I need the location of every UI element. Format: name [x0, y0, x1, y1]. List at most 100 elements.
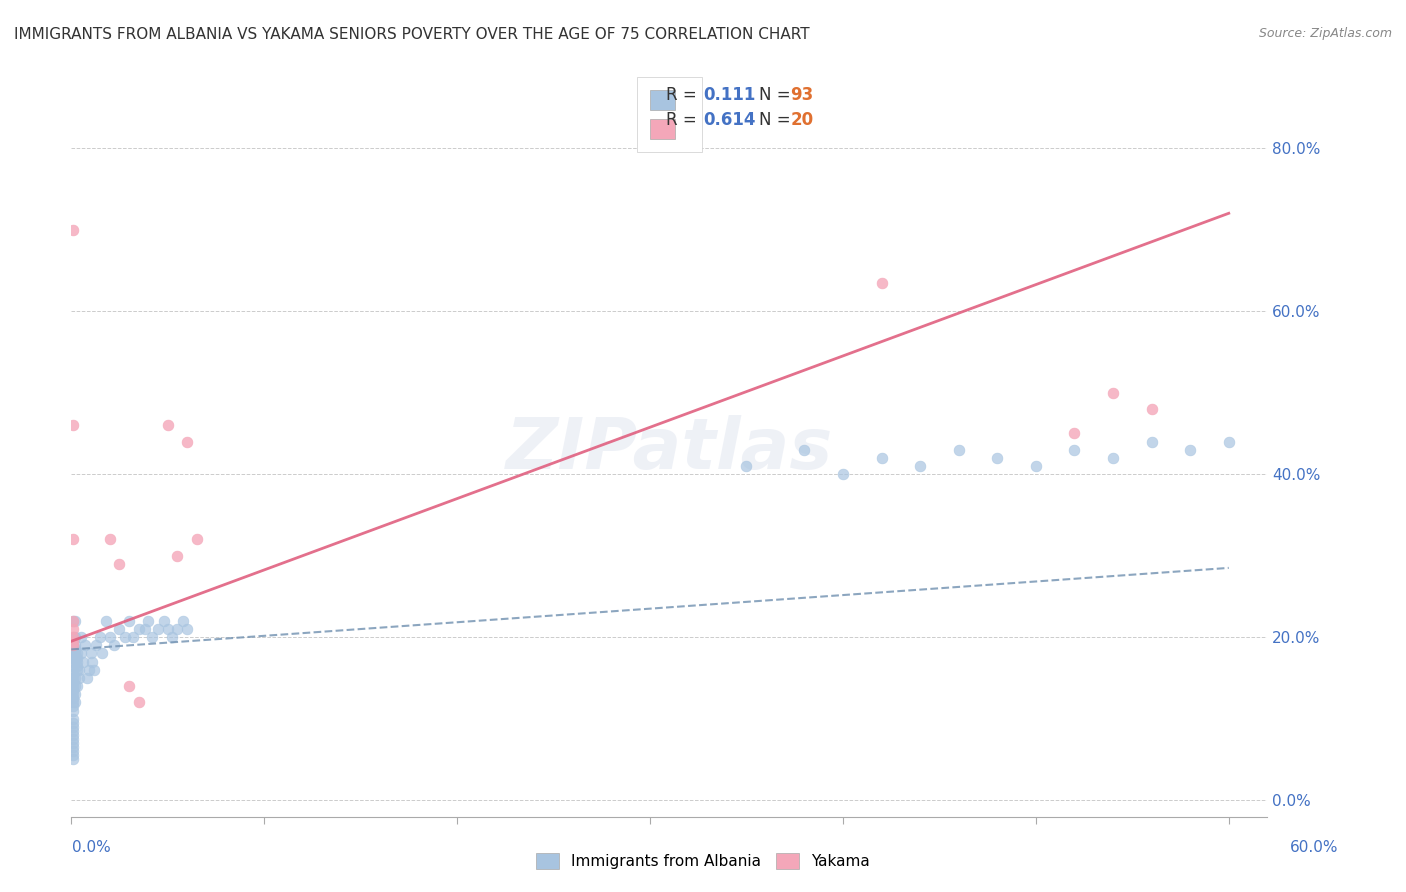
- Text: 93: 93: [790, 87, 814, 104]
- Point: [98, 533, 121, 547]
- Point: [1063, 426, 1085, 441]
- Point: [138, 614, 160, 628]
- Point: [1140, 434, 1163, 449]
- Point: [172, 614, 194, 628]
- Text: N =: N =: [759, 87, 796, 104]
- Point: [62, 634, 84, 648]
- Point: [870, 450, 893, 465]
- Point: [62, 614, 84, 628]
- Point: [76, 671, 98, 685]
- Point: [122, 630, 145, 644]
- Point: [63, 638, 86, 652]
- Point: [186, 533, 208, 547]
- Point: [735, 458, 758, 473]
- Point: [86, 638, 108, 652]
- Point: [63, 650, 86, 665]
- Point: [62, 666, 84, 681]
- Text: Source: ZipAtlas.com: Source: ZipAtlas.com: [1258, 27, 1392, 40]
- Legend: , : ,: [637, 77, 702, 153]
- Text: 0.0%: 0.0%: [72, 840, 111, 855]
- Point: [79, 647, 101, 661]
- Point: [108, 557, 131, 571]
- Point: [134, 622, 156, 636]
- Text: IMMIGRANTS FROM ALBANIA VS YAKAMA SENIORS POVERTY OVER THE AGE OF 75 CORRELATION: IMMIGRANTS FROM ALBANIA VS YAKAMA SENIOR…: [14, 27, 810, 42]
- Point: [67, 663, 90, 677]
- Point: [128, 622, 150, 636]
- Point: [94, 614, 117, 628]
- Point: [62, 720, 84, 734]
- Point: [62, 614, 84, 628]
- Point: [1178, 442, 1201, 457]
- Text: 0.614: 0.614: [703, 111, 755, 128]
- Point: [62, 704, 84, 718]
- Point: [62, 650, 84, 665]
- Text: 20: 20: [790, 111, 813, 128]
- Point: [66, 658, 89, 673]
- Point: [948, 442, 970, 457]
- Point: [98, 630, 121, 644]
- Text: R =: R =: [666, 111, 703, 128]
- Point: [1140, 401, 1163, 416]
- Point: [1218, 434, 1240, 449]
- Point: [1102, 385, 1125, 400]
- Point: [83, 663, 105, 677]
- Point: [66, 655, 89, 669]
- Point: [62, 683, 84, 698]
- Point: [62, 655, 84, 669]
- Point: [63, 630, 86, 644]
- Point: [62, 679, 84, 693]
- Point: [62, 740, 84, 755]
- Text: 0.111: 0.111: [703, 87, 755, 104]
- Point: [62, 658, 84, 673]
- Point: [73, 638, 96, 652]
- Point: [62, 752, 84, 766]
- Point: [62, 638, 84, 652]
- Point: [63, 614, 86, 628]
- Text: N =: N =: [759, 111, 796, 128]
- Point: [62, 744, 84, 758]
- Text: ZIPatlas: ZIPatlas: [506, 415, 832, 484]
- Point: [62, 647, 84, 661]
- Point: [114, 630, 136, 644]
- Point: [108, 622, 131, 636]
- Point: [62, 699, 84, 714]
- Point: [62, 675, 84, 690]
- Point: [166, 622, 188, 636]
- Point: [62, 687, 84, 701]
- Text: 60.0%: 60.0%: [1291, 840, 1339, 855]
- Point: [176, 434, 198, 449]
- Point: [62, 715, 84, 730]
- Point: [832, 467, 855, 482]
- Point: [153, 614, 176, 628]
- Point: [72, 655, 94, 669]
- Point: [63, 687, 86, 701]
- Point: [62, 622, 84, 636]
- Point: [118, 679, 141, 693]
- Point: [62, 732, 84, 747]
- Point: [66, 663, 89, 677]
- Point: [62, 663, 84, 677]
- Point: [870, 276, 893, 290]
- Point: [160, 630, 183, 644]
- Point: [793, 442, 815, 457]
- Point: [62, 728, 84, 742]
- Point: [91, 647, 114, 661]
- Point: [1063, 442, 1085, 457]
- Point: [62, 418, 84, 433]
- Point: [176, 622, 198, 636]
- Point: [70, 630, 93, 644]
- Point: [62, 630, 84, 644]
- Point: [156, 418, 179, 433]
- Point: [1025, 458, 1047, 473]
- Point: [986, 450, 1008, 465]
- Point: [63, 695, 86, 709]
- Point: [62, 736, 84, 750]
- Point: [146, 622, 169, 636]
- Point: [63, 679, 86, 693]
- Point: [66, 647, 89, 661]
- Point: [70, 647, 93, 661]
- Point: [62, 723, 84, 738]
- Point: [66, 650, 89, 665]
- Point: [62, 691, 84, 706]
- Point: [62, 642, 84, 657]
